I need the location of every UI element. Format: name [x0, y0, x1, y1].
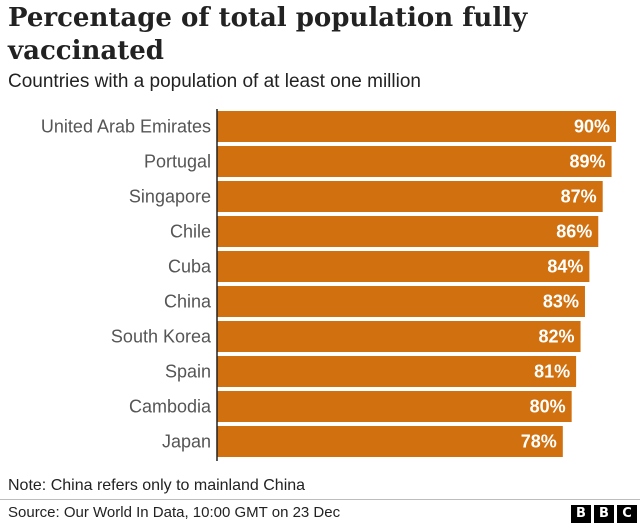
chart-title: Percentage of total population fully vac… — [8, 3, 528, 66]
chart-subtitle: Countries with a population of at least … — [8, 71, 421, 92]
category-label: Cambodia — [129, 397, 212, 417]
data-label: 86% — [556, 222, 592, 242]
data-label: 80% — [530, 397, 566, 417]
data-label: 89% — [570, 152, 606, 172]
bar — [217, 251, 590, 282]
bbc-logo-letter: B — [571, 505, 591, 523]
category-label: South Korea — [111, 327, 212, 347]
data-label: 81% — [534, 362, 570, 382]
category-label: China — [164, 292, 212, 312]
source-credit: Source: Our World In Data, 10:00 GMT on … — [8, 504, 341, 521]
bar — [217, 426, 563, 457]
data-label: 82% — [539, 327, 575, 347]
category-label: Portugal — [144, 152, 211, 172]
bar — [217, 216, 599, 247]
footnote: Note: China refers only to mainland Chin… — [8, 477, 306, 494]
bar — [217, 146, 612, 177]
category-label: United Arab Emirates — [41, 117, 211, 137]
footer-divider — [0, 499, 640, 500]
bbc-logo-letter: C — [617, 505, 637, 523]
bbc-logo: B B C — [571, 505, 637, 523]
bar — [217, 286, 585, 317]
data-label: 90% — [574, 117, 610, 137]
category-label: Singapore — [129, 187, 211, 207]
category-label: Spain — [165, 362, 211, 382]
bar — [217, 111, 616, 142]
data-label: 78% — [521, 432, 557, 452]
bar — [217, 321, 581, 352]
bar — [217, 181, 603, 212]
bar — [217, 391, 572, 422]
category-label: Chile — [170, 222, 211, 242]
category-label: Japan — [162, 432, 211, 452]
data-label: 83% — [543, 292, 579, 312]
bar-chart: United Arab Emirates 90% Portugal 89% Singap… — [41, 109, 616, 461]
data-label: 84% — [547, 257, 583, 277]
category-label: Cuba — [168, 257, 212, 277]
data-label: 87% — [561, 187, 597, 207]
bbc-logo-letter: B — [594, 505, 614, 523]
bar — [217, 356, 577, 387]
